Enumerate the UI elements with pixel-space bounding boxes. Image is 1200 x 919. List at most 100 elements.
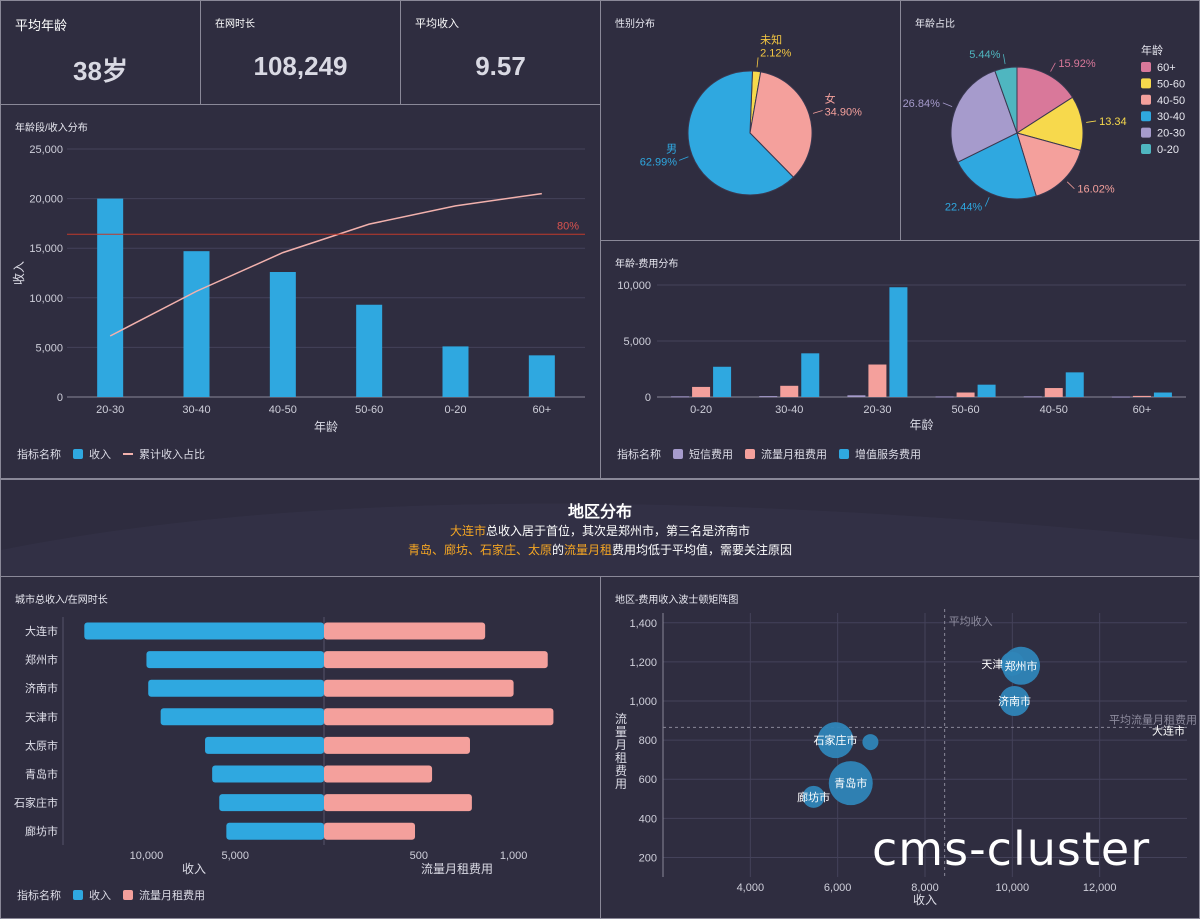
x-tick-label: 30-40 — [775, 404, 803, 416]
bar-income — [160, 708, 324, 726]
slice-leader — [756, 57, 759, 68]
bar-sms — [759, 396, 778, 398]
slice-leader — [1066, 181, 1075, 190]
slice-name-label: 未知 — [760, 32, 782, 46]
kpi-label: 平均年龄 — [15, 18, 68, 33]
banner-text: 费用均低于平均值，需要关注原因 — [612, 543, 793, 557]
legend-sms[interactable]: 短信费用 — [689, 449, 733, 461]
legend-swatch — [1141, 94, 1151, 105]
bar-sms — [671, 396, 690, 398]
slice-leader — [1003, 54, 1006, 65]
bar-sms — [847, 395, 866, 397]
slice-value-label: 26.84% — [903, 98, 941, 110]
bar-income — [205, 736, 324, 754]
y-axis-title-char: 租 — [615, 751, 627, 765]
bar-sms — [1023, 396, 1042, 398]
x-tick-label: 40-50 — [269, 404, 297, 416]
kpi-card-tenure: 在网时长 108,249 — [200, 0, 401, 105]
bubble — [999, 686, 1030, 716]
bubble-label: 大连市 — [1152, 723, 1185, 737]
legend-swatch — [1141, 127, 1151, 138]
y-axis-title-char: 量 — [615, 725, 627, 739]
legend: 指标名称 收入 累计收入占比 — [17, 446, 205, 462]
cum-ratio-line — [109, 192, 542, 337]
pie-slice-age-4 — [950, 70, 1018, 163]
slice-leader — [1086, 120, 1097, 123]
panel-title: 性别分布 — [615, 19, 655, 30]
age-income-panel: 年龄段/收入分布 0 5,000 10,000 15,000 20,000 25,000 2… — [0, 104, 601, 479]
threshold-label: 80% — [557, 220, 579, 232]
legend-item: 40-50 — [1157, 95, 1185, 107]
legend-item: 50-60 — [1157, 78, 1185, 90]
region-banner: 地区分布 大连市总收入居于首位，其次是郑州市，第三名是济南市 青岛、廊坊、石家庄… — [0, 479, 1200, 577]
ref-label-avg-rent: 平均流量月租费用 — [1109, 712, 1197, 726]
bar-rent — [868, 364, 887, 397]
legend-vas[interactable]: 增值服务费用 — [855, 449, 921, 461]
x-tick-label: 10,000 — [130, 850, 164, 862]
bar-vas — [889, 287, 908, 397]
slice-value-label: 16.02% — [1077, 184, 1115, 196]
bubble-label: 廊坊市 — [797, 790, 830, 804]
bubble — [862, 734, 879, 751]
legend-item: 20-30 — [1157, 128, 1185, 140]
watermark-text: cms-cluster — [872, 822, 1151, 876]
kpi-value: 38岁 — [73, 56, 128, 86]
slice-value-label: 22.44% — [945, 201, 983, 213]
legend-rent-swatch — [123, 890, 133, 900]
x-axis-title: 收入 — [913, 893, 937, 907]
y-axis-title-char: 月 — [615, 738, 627, 752]
panel-title: 城市总收入/在网时长 — [15, 595, 108, 606]
y-axis-title-char: 流 — [615, 712, 627, 726]
y-tick-label: 200 — [639, 852, 657, 864]
bar-rent — [324, 708, 554, 726]
bubble-label: 郑州市 — [1005, 659, 1038, 673]
legend-cum-ratio[interactable]: 累计收入占比 — [139, 449, 205, 461]
city-label: 大连市 — [25, 624, 58, 638]
legend-income-swatch — [73, 890, 83, 900]
bubble — [817, 722, 854, 759]
legend-line-swatch — [123, 453, 133, 455]
city-income-panel: 城市总收入/在网时长 大连市 郑州市 济南市 天津市 太原市 青岛市 石家庄市 廊坊市 10,0… — [0, 576, 601, 919]
legend-rent[interactable]: 流量月租费用 — [761, 449, 827, 461]
y-tick-label: 600 — [639, 774, 657, 786]
pie-slice-age-2 — [1016, 132, 1082, 197]
legend-rent[interactable]: 流量月租费用 — [139, 890, 205, 902]
bar-rent — [324, 736, 470, 754]
x-tick-label: 8,000 — [911, 882, 939, 894]
banner-title: 地区分布 — [567, 504, 632, 521]
slice-value-label: 62.99% — [640, 156, 678, 168]
bar-sms — [1111, 396, 1130, 398]
legend-swatch — [1141, 144, 1151, 154]
slice-value-label: 13.34 — [1099, 116, 1127, 128]
bubble-label: 石家庄市 — [813, 733, 857, 747]
bar-vas — [977, 384, 996, 397]
y-tick-label: 10,000 — [617, 280, 651, 292]
panel-title: 地区-费用收入波士顿矩阵图 — [615, 595, 739, 606]
legend-income[interactable]: 收入 — [89, 449, 111, 461]
city-label: 廊坊市 — [25, 824, 58, 838]
legend-item: 60+ — [1157, 62, 1176, 74]
bar-rent — [1132, 395, 1151, 397]
pie-slice-female — [749, 71, 813, 178]
city-label: 济南市 — [25, 681, 58, 695]
kpi-card-income: 平均收入 9.57 — [400, 0, 601, 105]
bar-income — [356, 304, 383, 397]
bar-vas — [713, 366, 732, 397]
legend-income[interactable]: 收入 — [89, 890, 111, 902]
x-axis-title: 年龄 — [314, 420, 338, 434]
city-label: 石家庄市 — [14, 796, 58, 810]
bar-vas — [1153, 392, 1172, 397]
x-tick-label: 12,000 — [1083, 882, 1117, 894]
legend-swatch — [1141, 62, 1151, 72]
x-tick-label: 50-60 — [952, 404, 980, 416]
bar-income — [219, 794, 324, 812]
kpi-value: 9.57 — [475, 51, 526, 81]
legend-income-swatch — [73, 449, 83, 459]
legend-swatch — [1141, 78, 1151, 89]
age-fee-chart: 0 5,000 10,000 0-20 30-40 20-30 50-60 40-50 60+ 年… — [617, 280, 1186, 432]
x-tick-label: 30-40 — [182, 404, 210, 416]
x-tick-label: 500 — [410, 850, 428, 862]
y-tick-label: 5,000 — [35, 342, 63, 354]
legend-item: 0-20 — [1157, 144, 1179, 156]
